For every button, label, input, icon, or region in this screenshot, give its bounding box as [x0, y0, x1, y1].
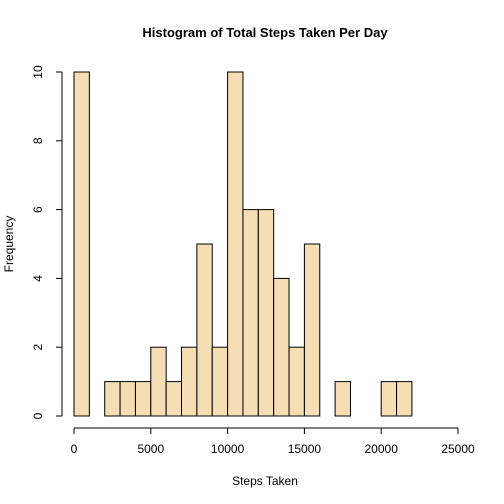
histogram-bar	[196, 243, 213, 417]
histogram-bar	[380, 381, 398, 417]
histogram-bar	[273, 277, 290, 417]
histogram-bar	[242, 209, 259, 417]
x-tick-label: 15000	[288, 442, 322, 456]
x-tick-label: 25000	[441, 442, 475, 456]
y-axis: 0 2 4 6 8 10	[31, 65, 63, 419]
histogram-bar	[119, 381, 136, 417]
chart-title: Histogram of Total Steps Taken Per Day	[142, 25, 388, 40]
histogram-bar	[73, 71, 90, 417]
x-tick-label: 20000	[365, 442, 399, 456]
x-tick-label: 5000	[137, 442, 164, 456]
histogram-bar	[165, 381, 183, 417]
y-tick-label: 8	[31, 137, 45, 144]
histogram-bar	[104, 381, 121, 417]
y-tick-label: 0	[31, 412, 45, 419]
y-tick-label: 2	[31, 344, 45, 351]
histogram-bar	[134, 381, 152, 417]
histogram-bar	[181, 346, 198, 417]
x-axis-label: Steps Taken	[232, 474, 298, 488]
histogram-bar	[396, 381, 413, 417]
y-tick-label: 6	[31, 206, 45, 213]
histogram-bar	[227, 71, 244, 417]
histogram-bar	[288, 346, 305, 417]
x-tick-label: 10000	[211, 442, 245, 456]
x-tick-label: 0	[71, 442, 78, 456]
histogram-bar	[334, 381, 351, 417]
histogram-bar	[303, 243, 321, 417]
histogram-bar	[150, 346, 167, 417]
y-axis-label: Frequency	[2, 216, 16, 273]
y-tick-label: 4	[31, 275, 45, 282]
bars-group	[73, 71, 413, 417]
y-tick-label: 10	[31, 65, 45, 79]
histogram-bar	[257, 209, 275, 417]
x-axis: 0 5000 10000 15000 20000 25000	[71, 427, 475, 456]
histogram-bar	[211, 346, 229, 417]
